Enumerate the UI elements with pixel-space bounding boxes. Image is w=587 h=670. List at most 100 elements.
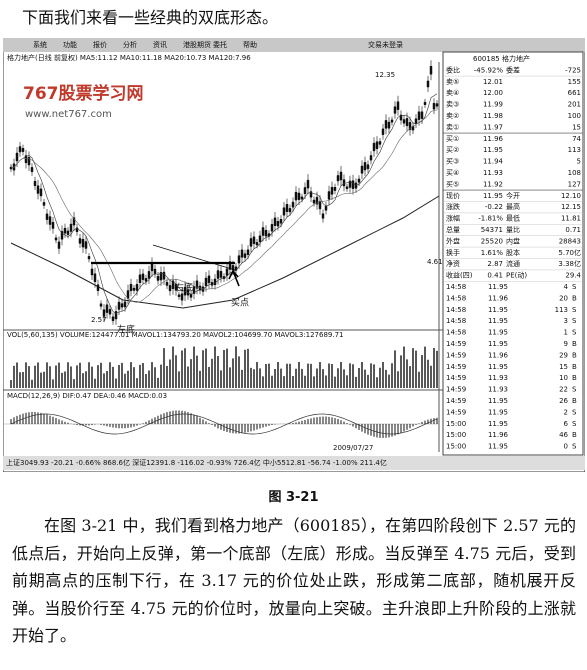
value: 1.61%: [481, 249, 504, 257]
time: 14:58: [446, 294, 466, 302]
menu-item: 委托: [213, 40, 227, 49]
label: 收益(四): [446, 271, 473, 280]
label: 流通: [506, 259, 520, 268]
label: 买②: [446, 146, 459, 154]
paragraph: 在图 3-21 中，我们看到格力地产（600185），在第四阶段创下 2.57 …: [12, 516, 576, 645]
value: 0.41: [487, 272, 503, 280]
flag: S: [572, 386, 577, 394]
volume: 155: [568, 78, 581, 86]
label: 涨幅: [446, 214, 460, 223]
price: 11.96: [488, 351, 509, 359]
price: 12.01: [483, 78, 503, 86]
label: 总量: [446, 225, 460, 234]
label: 卖⑤: [446, 78, 459, 86]
label: 卖②: [446, 112, 459, 120]
flag: B: [572, 431, 577, 439]
value: 29.4: [565, 272, 581, 280]
value: 12.10: [561, 192, 581, 200]
volume: 100: [568, 112, 581, 120]
annotation: 买点: [231, 298, 249, 309]
time: 14:59: [446, 374, 466, 382]
flag: B: [572, 351, 577, 359]
value: -1.81%: [478, 215, 503, 223]
value: 12.15: [561, 203, 581, 211]
menu-item: 系统: [33, 40, 47, 49]
macd-header: MACD(12,26,9) DIF:0.47 DEA:0.46 MACD:0.0…: [7, 392, 167, 400]
price: 11.96: [483, 135, 504, 143]
status-bar: [3, 456, 585, 470]
figure-caption: 图 3-21: [268, 490, 319, 505]
price: 11.93: [483, 169, 503, 177]
volume: 10: [559, 374, 568, 382]
time: 14:59: [446, 351, 466, 359]
price: 11.93: [488, 386, 508, 394]
flag: S: [572, 443, 577, 451]
volume: 127: [568, 180, 581, 188]
volume: 1: [564, 329, 568, 337]
macd-bars: [10, 410, 438, 438]
time: 15:00: [446, 443, 466, 451]
price: 11.95: [488, 306, 508, 314]
label: 现价: [446, 192, 460, 200]
volume: 9: [564, 340, 568, 348]
price: 11.95: [488, 329, 508, 337]
price: 11.95: [488, 443, 508, 451]
flag: B: [572, 363, 577, 371]
value: 54371: [481, 226, 503, 234]
price: 11.92: [483, 180, 503, 188]
price: 11.93: [488, 374, 508, 382]
label: 涨跌: [446, 202, 460, 211]
price: 11.96: [488, 294, 509, 302]
flag: S: [572, 306, 577, 314]
ma-line: [10, 109, 438, 303]
label: 外盘: [446, 236, 460, 245]
watermark-url: www.net767.com: [25, 109, 112, 120]
volume: 29: [559, 351, 568, 359]
menu-bar: [3, 38, 585, 52]
price: 11.95: [488, 317, 508, 325]
menu-item: 港股期货: [183, 40, 211, 49]
flag: B: [572, 294, 577, 302]
menu-item: 交易未登录: [368, 40, 403, 49]
annotation: 左底: [117, 324, 135, 336]
label: PE(动): [506, 271, 527, 280]
stock-screenshot: 系统 功能 报价 分析 资讯 港股期货 委托 帮助 交易未登录 格力地产(日线 前复权) MA5…: [3, 38, 585, 472]
annotation: 右底: [175, 282, 193, 294]
price: 11.97: [483, 123, 503, 131]
flag: B: [572, 340, 577, 348]
menu-item: 资讯: [153, 40, 167, 49]
volume: 2: [564, 408, 568, 416]
price: 11.95: [488, 283, 508, 291]
volume: 3: [564, 317, 568, 325]
label: 量比: [506, 225, 520, 234]
label: 内盘: [506, 236, 520, 245]
level-label: 4.61: [427, 258, 443, 266]
flag: B: [572, 397, 577, 405]
value: 0.71: [565, 226, 581, 234]
panel-title: 600185 格力地产: [473, 54, 530, 63]
flag: S: [572, 420, 577, 428]
arrow: [228, 270, 240, 287]
price: 11.95: [488, 340, 508, 348]
flag: S: [572, 283, 577, 291]
label: 股本: [506, 248, 520, 257]
time: 14:58: [446, 283, 466, 291]
value: 5.70亿: [558, 248, 581, 257]
label: 买⑤: [446, 180, 459, 188]
menu: 系统 功能 报价 分析 资讯 港股期货 委托 帮助 交易未登录: [33, 40, 403, 49]
value: -45.92%: [474, 66, 504, 74]
price: 11.95: [488, 420, 508, 428]
value: 25520: [481, 237, 503, 245]
price: 11.94: [483, 158, 504, 166]
volume: 0: [564, 443, 568, 451]
value: 11.81: [561, 215, 581, 223]
label: 卖④: [446, 89, 459, 97]
menu-item: 报价: [93, 40, 107, 49]
price: 11.96: [488, 431, 509, 439]
menu-item: 帮助: [243, 40, 257, 49]
intro-text: 下面我们来看一些经典的双底形态。: [22, 8, 279, 27]
volume: 22: [559, 386, 568, 394]
price: 11.95: [483, 146, 503, 154]
watermark-brand: 767股票学习网: [23, 83, 144, 104]
label: 今开: [506, 191, 520, 200]
